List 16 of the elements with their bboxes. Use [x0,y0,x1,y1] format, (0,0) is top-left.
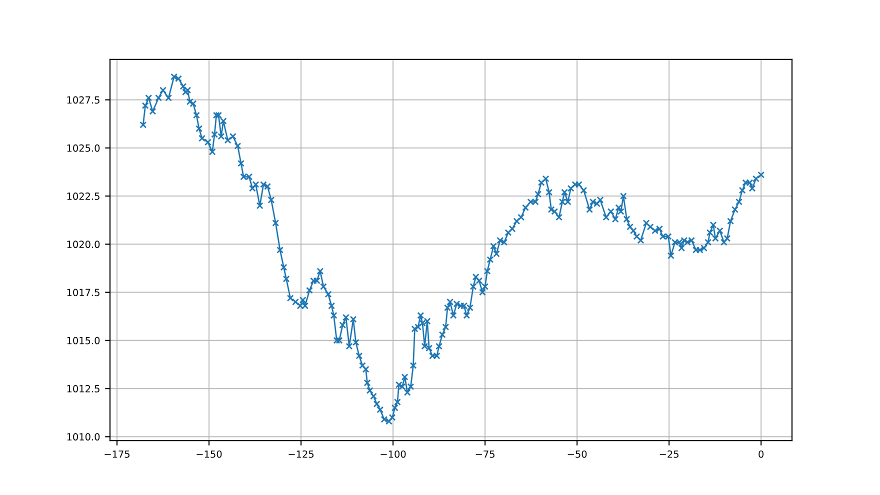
x-tick-label: −25 [660,450,678,458]
y-tick-label: 1020.0 [67,240,100,248]
x-tick-label: −175 [104,450,130,458]
y-tick-label: 1010.0 [67,433,100,441]
y-tick-label: 1022.5 [67,192,100,200]
y-tick-label: 1012.5 [67,385,100,392]
x-tick-label: −125 [288,450,314,458]
x-tick-label: −100 [380,450,406,458]
x-tick-label: 0 [758,450,764,458]
y-tick-label: 1017.5 [67,288,100,296]
x-tick-label: −75 [476,450,494,458]
x-tick-label: −50 [568,450,587,458]
y-tick-label: 1027.5 [67,96,100,104]
x-tick-label: −150 [196,450,222,458]
y-tick-label: 1025.0 [67,144,100,152]
y-tick-label: 1015.0 [67,336,100,344]
